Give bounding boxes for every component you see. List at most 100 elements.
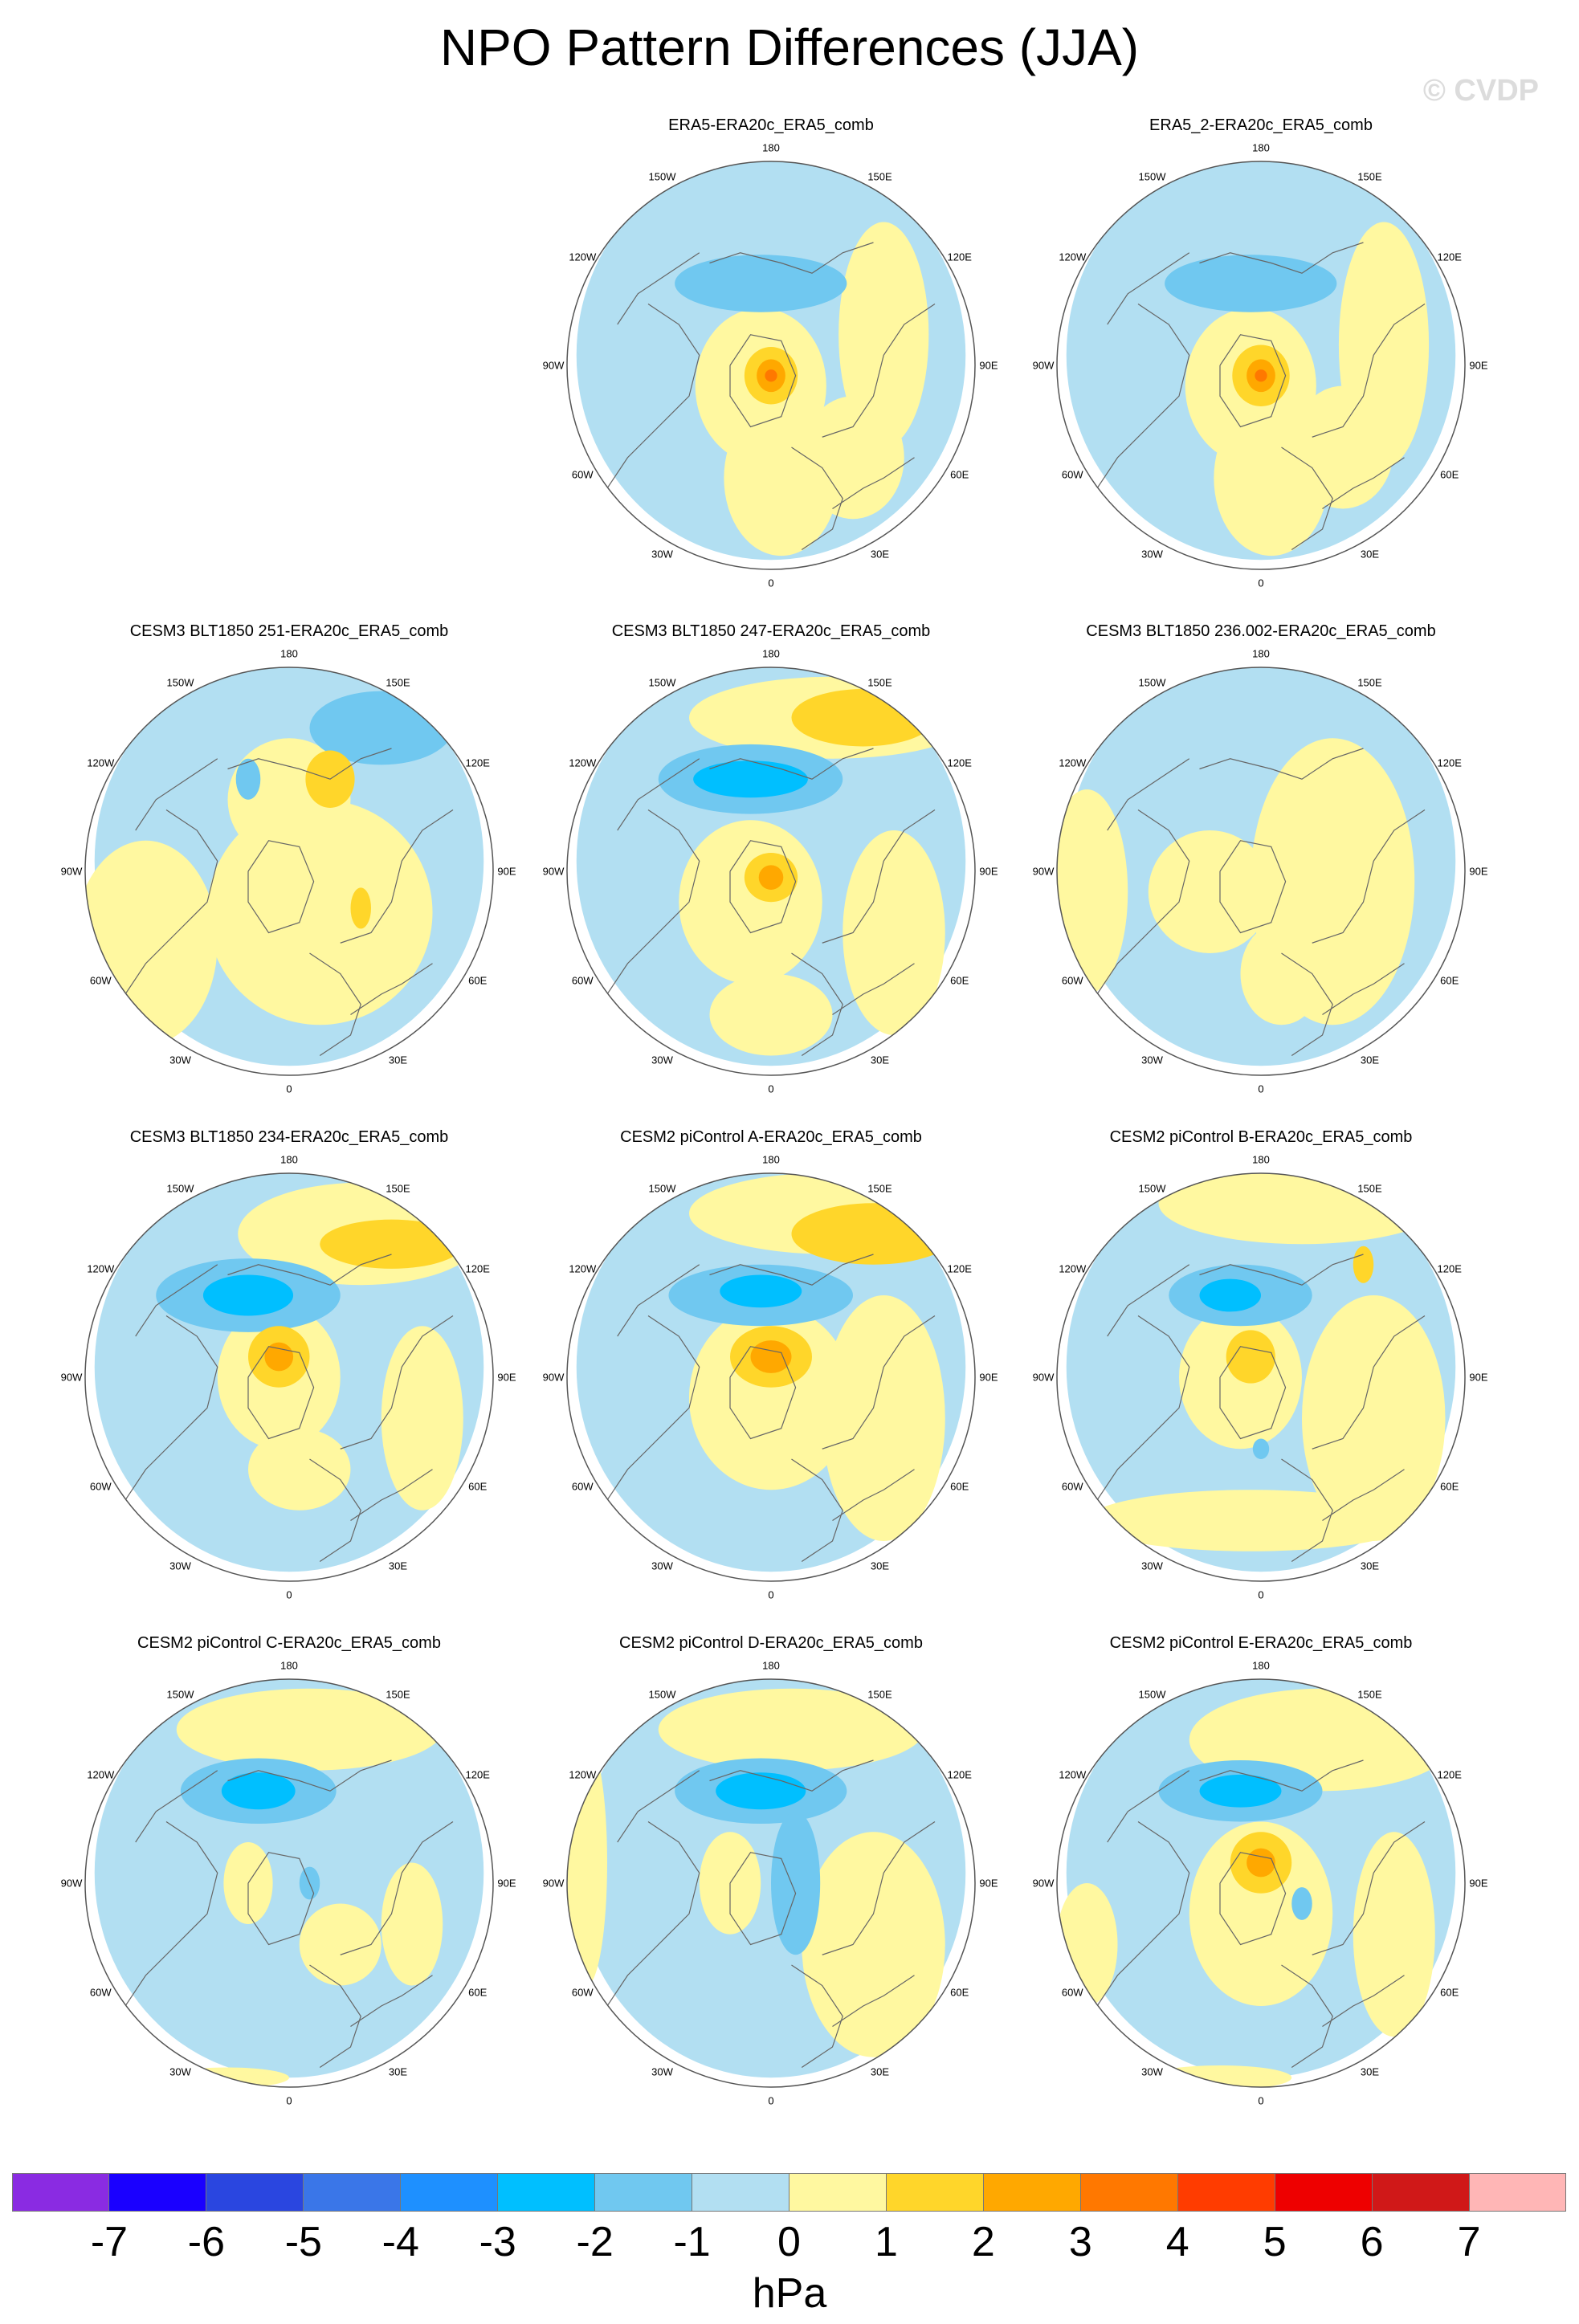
longitude-label: 90E (1469, 1371, 1488, 1384)
coastline (135, 1770, 218, 1843)
coastline (227, 748, 392, 780)
colorbar-swatch (497, 2173, 594, 2212)
longitude-label: 90E (979, 359, 998, 372)
coastline (729, 840, 797, 934)
contour-region-neg2 (235, 758, 261, 800)
colorbar-tick-label: 5 (1263, 2219, 1287, 2265)
colorbar-swatch (108, 2173, 206, 2212)
coastline (1096, 304, 1190, 489)
coastline (729, 1852, 797, 1946)
longitude-label: 30W (1141, 548, 1163, 561)
longitude-label: 30W (1141, 1560, 1163, 1572)
contour-region-neg1 (94, 1679, 484, 2078)
longitude-label: 150E (1357, 676, 1382, 689)
coastline (832, 457, 915, 509)
polar-map (566, 667, 976, 1076)
longitude-label: 150W (1138, 170, 1166, 183)
coastline (1322, 963, 1405, 1015)
contour-region-pos1 (689, 1305, 853, 1490)
longitude-label: 180 (762, 141, 780, 154)
map-panel: CESM2 piControl A-ERA20c_ERA5_comb 180 150… (543, 1128, 998, 1610)
longitude-label: 60W (1061, 1986, 1083, 1998)
colorbar-swatch (1372, 2173, 1469, 2212)
longitude-label: 30W (169, 1054, 191, 1066)
map-panel: CESM3 BLT1850 234-ERA20c_ERA5_comb 180 150… (61, 1128, 516, 1610)
longitude-label: 90W (542, 865, 565, 878)
longitude-label: 90E (979, 1371, 998, 1384)
map-panel: CESM3 BLT1850 236.002-ERA20c_ERA5_comb 18… (1033, 622, 1488, 1104)
contour-region-pos4 (765, 369, 777, 382)
colorbar-swatch (886, 2173, 983, 2212)
coastline (247, 1346, 315, 1440)
longitude-label: 150W (1138, 1688, 1166, 1701)
coastline (309, 952, 361, 1056)
contour-region-neg3 (720, 1274, 802, 1308)
coastline (135, 758, 218, 831)
colorbar-swatch (789, 2173, 886, 2212)
contour-region-pos1 (1189, 1821, 1333, 2006)
colorbar-tick-label: 4 (1165, 2219, 1189, 2265)
longitude-label: 150W (166, 1182, 194, 1195)
longitude-label: 120E (1437, 756, 1462, 769)
longitude-label: 180 (762, 1659, 780, 1672)
panel-title: CESM3 BLT1850 234-ERA20c_ERA5_comb (129, 1128, 449, 1146)
longitude-label: 90E (1469, 865, 1488, 878)
panel-title: CESM3 BLT1850 236.002-ERA20c_ERA5_comb (1086, 622, 1436, 640)
map-border (1056, 161, 1466, 570)
longitude-label: 30E (870, 2065, 890, 2078)
longitude-label: 0 (768, 1588, 774, 1601)
coastline (1281, 1964, 1333, 2068)
coastline (1096, 1315, 1190, 1501)
coastline (1281, 1458, 1333, 1562)
coastline (1219, 1852, 1287, 1946)
contour-region-pos1 (1302, 1295, 1446, 1541)
longitude-label: 0 (1258, 577, 1264, 589)
longitude-label: 60W (89, 1986, 112, 1998)
map-border (566, 161, 976, 570)
panel-title: CESM2 piControl C-ERA20c_ERA5_comb (137, 1634, 441, 1652)
longitude-label: 120W (1059, 756, 1087, 769)
coastline (340, 1821, 454, 1955)
coastline (350, 1975, 433, 2027)
contour-region-pos1 (838, 222, 929, 447)
colorbar-tick-label: 6 (1360, 2219, 1384, 2265)
coastline (1107, 758, 1190, 831)
colorbar-unit: hPa (752, 2270, 827, 2317)
coastline (124, 1821, 218, 2007)
contour-region-pos1 (658, 1688, 925, 1771)
longitude-label: 180 (762, 1153, 780, 1166)
longitude-label: 30W (651, 548, 673, 561)
longitude-label: 150E (1357, 170, 1382, 183)
coastline (1312, 809, 1426, 944)
contour-region-pos3 (758, 865, 784, 890)
longitude-label: 180 (1252, 141, 1270, 154)
longitude-label: 0 (768, 1082, 774, 1095)
contour-region-pos2 (1353, 1246, 1374, 1283)
contour-region-pos1 (843, 830, 945, 1035)
coastline (617, 758, 700, 831)
polar-map (566, 1172, 976, 1582)
longitude-label: 90W (1032, 865, 1055, 878)
longitude-label: 90E (1469, 359, 1488, 372)
contour-region-pos2 (320, 1219, 463, 1269)
longitude-label: 60W (1061, 974, 1083, 986)
colorbar-swatch (12, 2173, 108, 2212)
contour-region-pos1 (248, 1428, 351, 1511)
contour-region-pos1 (1240, 922, 1323, 1025)
polar-map (1056, 161, 1466, 570)
coastline (350, 963, 433, 1015)
longitude-label: 0 (1258, 1082, 1264, 1095)
coastline (135, 1264, 218, 1337)
contour-region-neg3 (1199, 1278, 1261, 1312)
coastline (832, 1469, 915, 1521)
longitude-label: 0 (286, 2094, 292, 2107)
panel-title: ERA5_2-ERA20c_ERA5_comb (1149, 116, 1373, 134)
longitude-label: 30W (651, 1560, 673, 1572)
coastline (729, 1346, 797, 1440)
coastline (247, 1852, 315, 1946)
map-border (1056, 1172, 1466, 1582)
watermark: © CVDP (1422, 74, 1539, 108)
longitude-label: 120E (947, 251, 972, 263)
longitude-label: 60W (571, 1986, 594, 1998)
longitude-label: 30E (1360, 1054, 1380, 1066)
